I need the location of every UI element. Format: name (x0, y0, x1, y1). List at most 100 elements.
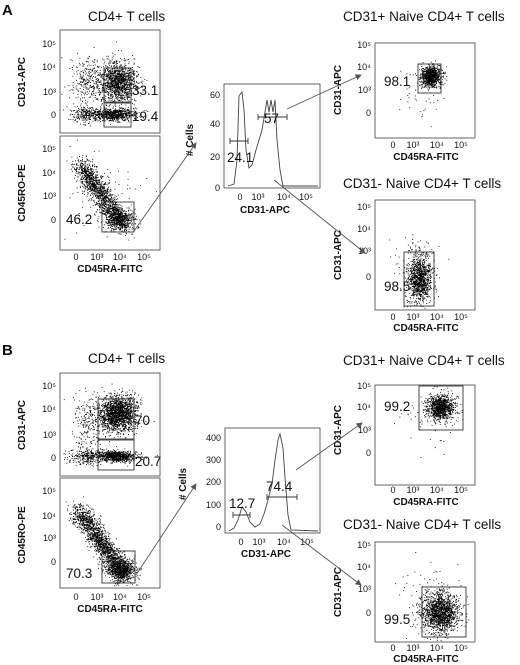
ytick-b5-2: 10⁴ (357, 562, 371, 572)
ytick-b1-2: 10⁴ (42, 404, 56, 414)
plot-b2-frame (59, 477, 161, 589)
xtick-a2-2: 10⁴ (113, 252, 127, 262)
plot-a5-xlabel: CD45RA-FITC (393, 323, 459, 334)
plot-b1: CD4+ T cells CD31-APC 0 10³ 10⁴ 10⁵ 70 2… (17, 351, 165, 477)
ytick-b3-2: 200 (206, 477, 221, 487)
ytick-a4-1: 10³ (358, 85, 371, 95)
plot-b2-yticks: 0 10³ 10⁴ 10⁵ (42, 486, 56, 567)
plot-b3-gate-pos-value: 74.4 (266, 479, 293, 494)
plot-b2-gate-naive (101, 550, 136, 584)
plot-b4-title: CD31+ Naive CD4+ T cells (343, 353, 505, 368)
plot-b3-ylabel: # Cells (178, 467, 189, 500)
plot-a1-gate-cd31-neg-value: 19.4 (132, 109, 159, 124)
xtick-a3-3: 10⁵ (299, 192, 313, 202)
plot-b2-xlabel: CD45RA-FITC (77, 604, 143, 615)
xtick-a3-2: 10⁴ (277, 192, 291, 202)
plot-b1-frame (59, 372, 161, 477)
panel-b-arrows (135, 422, 363, 586)
plot-a2-gate-naive-value: 46.2 (66, 212, 92, 227)
plot-b4-frame (374, 384, 476, 486)
plot-a3-yticks: 0 20 40 60 (210, 90, 220, 193)
plot-a1-gate-cd31-neg (103, 102, 132, 128)
xtick-b2-3: 10⁵ (137, 592, 151, 602)
xtick-b2-0: 0 (73, 592, 78, 602)
xtick-b5-1: 10³ (406, 643, 419, 653)
xtick-b4-3: 10⁵ (454, 485, 468, 495)
xtick-a4-2: 10⁴ (430, 140, 444, 150)
ytick-b2-2: 10⁴ (42, 511, 56, 521)
ytick-b4-0: 0 (366, 448, 371, 458)
ytick-a2-2: 10⁴ (42, 168, 56, 178)
xtick-a5-1: 10³ (406, 312, 419, 322)
xtick-b5-2: 10⁴ (430, 643, 444, 653)
ytick-a2-0: 0 (51, 215, 56, 225)
ytick-a4-0: 0 (366, 108, 371, 118)
plot-a1-frame (59, 29, 161, 134)
ytick-b2-1: 10³ (43, 533, 56, 543)
plot-b4-yticks: 0 10³ 10⁴ 10⁵ (357, 381, 371, 458)
plot-a3-histogram (227, 90, 318, 187)
plot-a4-events (399, 60, 448, 128)
plot-b1-title: CD4+ T cells (88, 351, 165, 366)
ytick-b1-0: 0 (51, 453, 56, 463)
panel-a: A CD4+ T cells CD31-APC 0 10³ 10⁴ 10⁵ 33… (2, 2, 505, 334)
xtick-b3-0: 0 (238, 537, 243, 547)
arrow-b-to-cd31-neg (281, 524, 362, 586)
plot-a3-ylabel: # Cells (185, 123, 196, 156)
plot-a4-ylabel: CD31-APC (333, 65, 344, 115)
xtick-b3-1: 10³ (252, 537, 265, 547)
plot-a1-ylabel: CD31-APC (17, 57, 28, 107)
plot-b5-title: CD31- Naive CD4+ T cells (343, 517, 501, 532)
plot-b3: # Cells 0 100 200 300 400 0 10³ 10⁴ 10⁵ … (178, 427, 321, 560)
plot-a3-gate-neg-marker (229, 138, 249, 144)
plot-a3-gate-neg-value: 24.1 (227, 150, 253, 165)
ytick-a2-1: 10³ (43, 191, 56, 201)
plot-a5-frame (374, 199, 476, 311)
arrow-a-to-cd31-pos (286, 74, 362, 110)
plot-a1: CD4+ T cells CD31-APC 0 10³ 10⁴ 10⁵ 33.1… (17, 9, 165, 134)
plot-a2-gate-naive (101, 201, 135, 233)
plot-b1-yticks: 0 10³ 10⁴ 10⁵ (42, 381, 56, 463)
plot-a5-title: CD31- Naive CD4+ T cells (343, 176, 501, 191)
ytick-b1-3: 10⁵ (42, 381, 56, 391)
plot-a1-events (61, 41, 154, 127)
plot-b2: CD45RO-PE 0 10³ 10⁴ 10⁵ 0 10³ 10⁴ 10⁵ CD… (17, 477, 161, 615)
xtick-a4-1: 10³ (406, 140, 419, 150)
xtick-a2-1: 10³ (90, 252, 103, 262)
plot-b5: CD31- Naive CD4+ T cells CD31-APC 0 10³ … (333, 517, 501, 665)
ytick-b4-3: 10⁵ (357, 381, 371, 391)
plot-a4-frame (374, 42, 476, 139)
plot-b1-gate-cd31-pos-value: 70 (135, 413, 150, 428)
plot-b1-gate-cd31-neg (97, 439, 135, 471)
ytick-a1-1: 10³ (43, 87, 56, 97)
panel-letter-a: A (2, 2, 13, 19)
plot-a2-frame (59, 135, 161, 251)
plot-b2-xticks: 0 10³ 10⁴ 10⁵ (73, 592, 151, 602)
plot-a2-xlabel: CD45RA-FITC (77, 264, 143, 275)
ytick-b3-0: 0 (216, 522, 221, 532)
plot-a4-gate (417, 63, 442, 94)
xtick-b2-2: 10⁴ (113, 592, 127, 602)
plot-a2-events (64, 139, 157, 241)
plot-a1-gate-cd31-pos-value: 33.1 (132, 83, 158, 98)
ytick-b3-4: 400 (206, 433, 221, 443)
arrow-a-to-cd31-neg (273, 179, 366, 254)
plot-b3-xticks: 0 10³ 10⁴ 10⁵ (238, 537, 314, 547)
ytick-a5-0: 0 (366, 272, 371, 282)
plot-a3-xticks: 0 10³ 10⁴ 10⁵ (237, 192, 313, 202)
xtick-a2-3: 10⁵ (137, 252, 151, 262)
plot-a2: CD45RO-PE 0 10³ 10⁴ 10⁵ 0 10³ 10⁴ 10⁵ CD… (17, 135, 161, 275)
plot-b3-gate-neg-value: 12.7 (229, 496, 255, 511)
plot-b1-gate-cd31-pos (97, 398, 135, 440)
plot-b3-gate-pos-marker (266, 494, 298, 500)
ytick-a5-3: 10⁵ (357, 202, 371, 212)
ytick-a4-2: 10⁴ (357, 62, 371, 72)
plot-b4-ylabel: CD31-APC (333, 405, 344, 455)
xtick-b4-1: 10³ (406, 485, 419, 495)
plot-b5-events (395, 552, 470, 642)
plot-b1-ylabel: CD31-APC (17, 400, 28, 450)
ytick-b1-1: 10³ (43, 430, 56, 440)
plot-b5-gate (421, 586, 467, 638)
plot-a1-gate-cd31-pos (103, 67, 132, 103)
